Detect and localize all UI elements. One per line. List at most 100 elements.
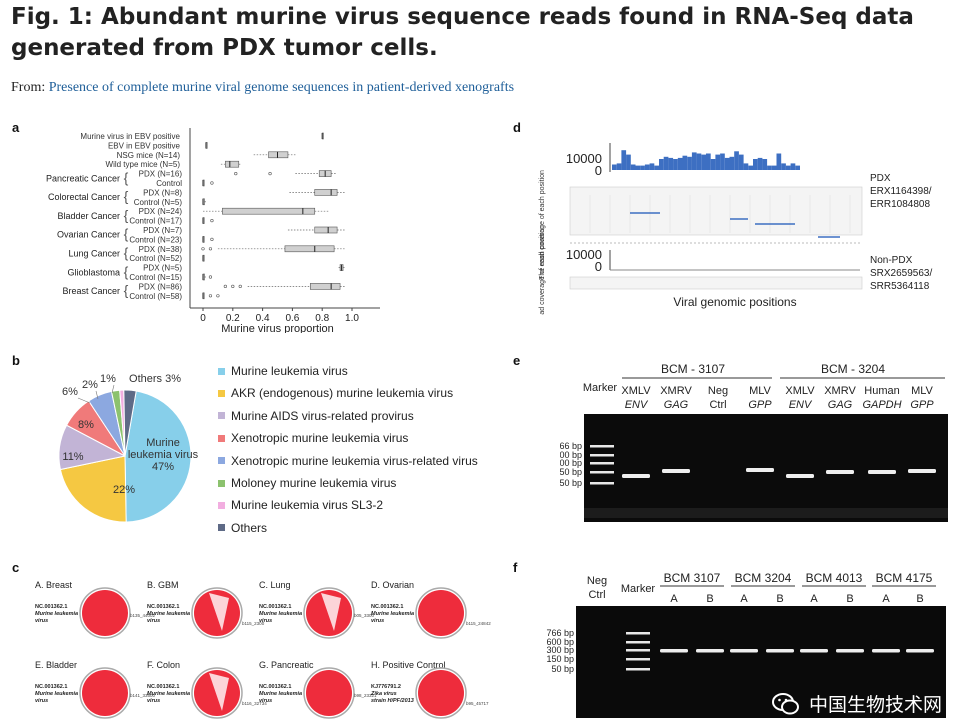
map-tag: b115_24842	[466, 621, 491, 626]
legend-label: AKR (endogenous) murine leukemia virus	[231, 386, 454, 401]
map-tag: b05_3300	[354, 613, 375, 618]
watermark-text: 中国生物技术网	[808, 694, 942, 716]
group-label: Breast Cancer	[62, 286, 120, 296]
legend-item: Murine leukemia virus SL3-2	[218, 494, 383, 516]
coverage-bar	[748, 165, 753, 170]
genome-browser-track	[569, 186, 863, 236]
lane-sublabel: B	[776, 593, 783, 605]
genome-ring	[303, 587, 355, 639]
genome-ring	[191, 667, 243, 719]
watermark: 中国生物技术网	[771, 690, 942, 717]
group-label: Glioblastoma	[67, 267, 120, 277]
coverage-bar	[687, 156, 692, 170]
gel-band	[906, 649, 934, 653]
coverage-bar	[677, 157, 683, 170]
map-subtitle: Murine leukemia	[259, 691, 302, 697]
gel-band	[746, 468, 774, 472]
coverage-bar	[649, 163, 655, 170]
source-article-link[interactable]: Presence of complete murine viral genome…	[48, 80, 515, 95]
x-tick-label: 0.4	[256, 313, 270, 324]
coverage-bar	[729, 156, 735, 170]
x-tick-label: 0.8	[315, 313, 329, 324]
genome-ring	[79, 587, 131, 639]
group-brace: {	[124, 207, 129, 223]
outlier-point	[201, 247, 205, 251]
x-axis-label: Viral genomic positions	[673, 295, 796, 309]
lane-sublabel: A	[740, 593, 748, 605]
map-tag: b95_45717	[466, 701, 489, 706]
legend-item: Murine AIDS virus-related provirus	[218, 405, 414, 427]
outlier-point	[223, 284, 227, 288]
wechat-icon	[771, 692, 799, 714]
legend-item: Xenotropic murine leukemia virus	[218, 427, 408, 449]
panel-f-gel: Neg Ctrl Marker BCM 3107 BCM 3204 BCM 4013 BCM…	[546, 571, 946, 718]
coverage-bar	[682, 155, 688, 170]
map-title: G. Pancreatic	[259, 660, 314, 670]
lane-sublabel: B	[846, 593, 853, 605]
gel-band	[786, 474, 814, 478]
coverage-bar	[696, 153, 702, 170]
pie-label: 47%	[152, 461, 174, 473]
genome-browser-track	[569, 276, 863, 290]
coverage-bar	[757, 157, 763, 170]
coverage-bar	[762, 159, 768, 170]
pie-leader-line	[111, 384, 115, 394]
legend-swatch	[218, 367, 225, 375]
panel-a-label: a	[12, 120, 20, 135]
lane-label: XMRV	[660, 385, 692, 397]
lane-label: XMLV	[785, 385, 815, 397]
gel-band	[800, 649, 828, 653]
map-subtitle: Zika virus	[370, 691, 397, 697]
sample-label: Non-PDX	[870, 255, 913, 266]
x-axis-label: Murine virus proportion	[221, 323, 334, 333]
ladder-label: 50 bp	[560, 478, 582, 488]
pie-label: 2%	[82, 379, 98, 391]
gel-band	[872, 649, 900, 653]
legend-swatch	[218, 524, 225, 532]
coverage-bar	[616, 163, 622, 170]
map-subtitle: KJ776791.2	[371, 684, 401, 690]
row-label: PDX (N=24)	[139, 207, 183, 216]
coverage-bar	[706, 153, 711, 170]
group-label: BCM 4175	[876, 571, 933, 585]
coverage-bar	[734, 151, 739, 170]
ladder-label: 600 bp	[546, 637, 574, 647]
legend-swatch	[218, 501, 225, 509]
legend-label: Murine leukemia virus SL3-2	[231, 498, 384, 513]
genome-ring	[415, 667, 467, 719]
gel-band	[662, 469, 690, 473]
map-subtitle: virus	[259, 618, 272, 624]
group-brace: {	[124, 169, 129, 185]
legend-item: Xenotropic murine leukemia virus-related…	[218, 450, 478, 472]
panel-b-label: b	[12, 353, 20, 368]
ladder-label: 300 bp	[560, 458, 582, 468]
coverage-bar	[630, 164, 636, 170]
legend-swatch	[218, 412, 225, 420]
legend-swatch	[218, 434, 225, 442]
pie-leader-line	[95, 390, 99, 400]
panel-d-label: d	[513, 120, 521, 135]
coverage-bar	[701, 154, 706, 170]
panel-e-label: e	[513, 353, 521, 368]
group-label: Ovarian Cancer	[57, 230, 120, 240]
coverage-bar	[715, 154, 721, 170]
group-label: Lung Cancer	[68, 249, 120, 259]
lane-label: XMLV	[621, 385, 651, 397]
coverage-bar	[644, 164, 650, 170]
gel-front	[584, 508, 948, 518]
group-label: Colorectal Cancer	[48, 192, 120, 202]
outlier-point	[208, 294, 213, 298]
lane-sublabel: GAG	[828, 399, 853, 411]
gel-band	[836, 649, 864, 653]
coverage-bar	[710, 159, 716, 170]
link-lines	[209, 593, 229, 631]
row-label: PDX (N=8)	[143, 188, 182, 197]
x-tick-label: 0.2	[226, 313, 240, 324]
map-tag: b141_33500	[130, 693, 156, 698]
map-title: B. GBM	[147, 580, 179, 590]
pie-slice	[123, 389, 137, 457]
outlier-point	[216, 294, 220, 298]
coverage-bar	[691, 152, 697, 170]
